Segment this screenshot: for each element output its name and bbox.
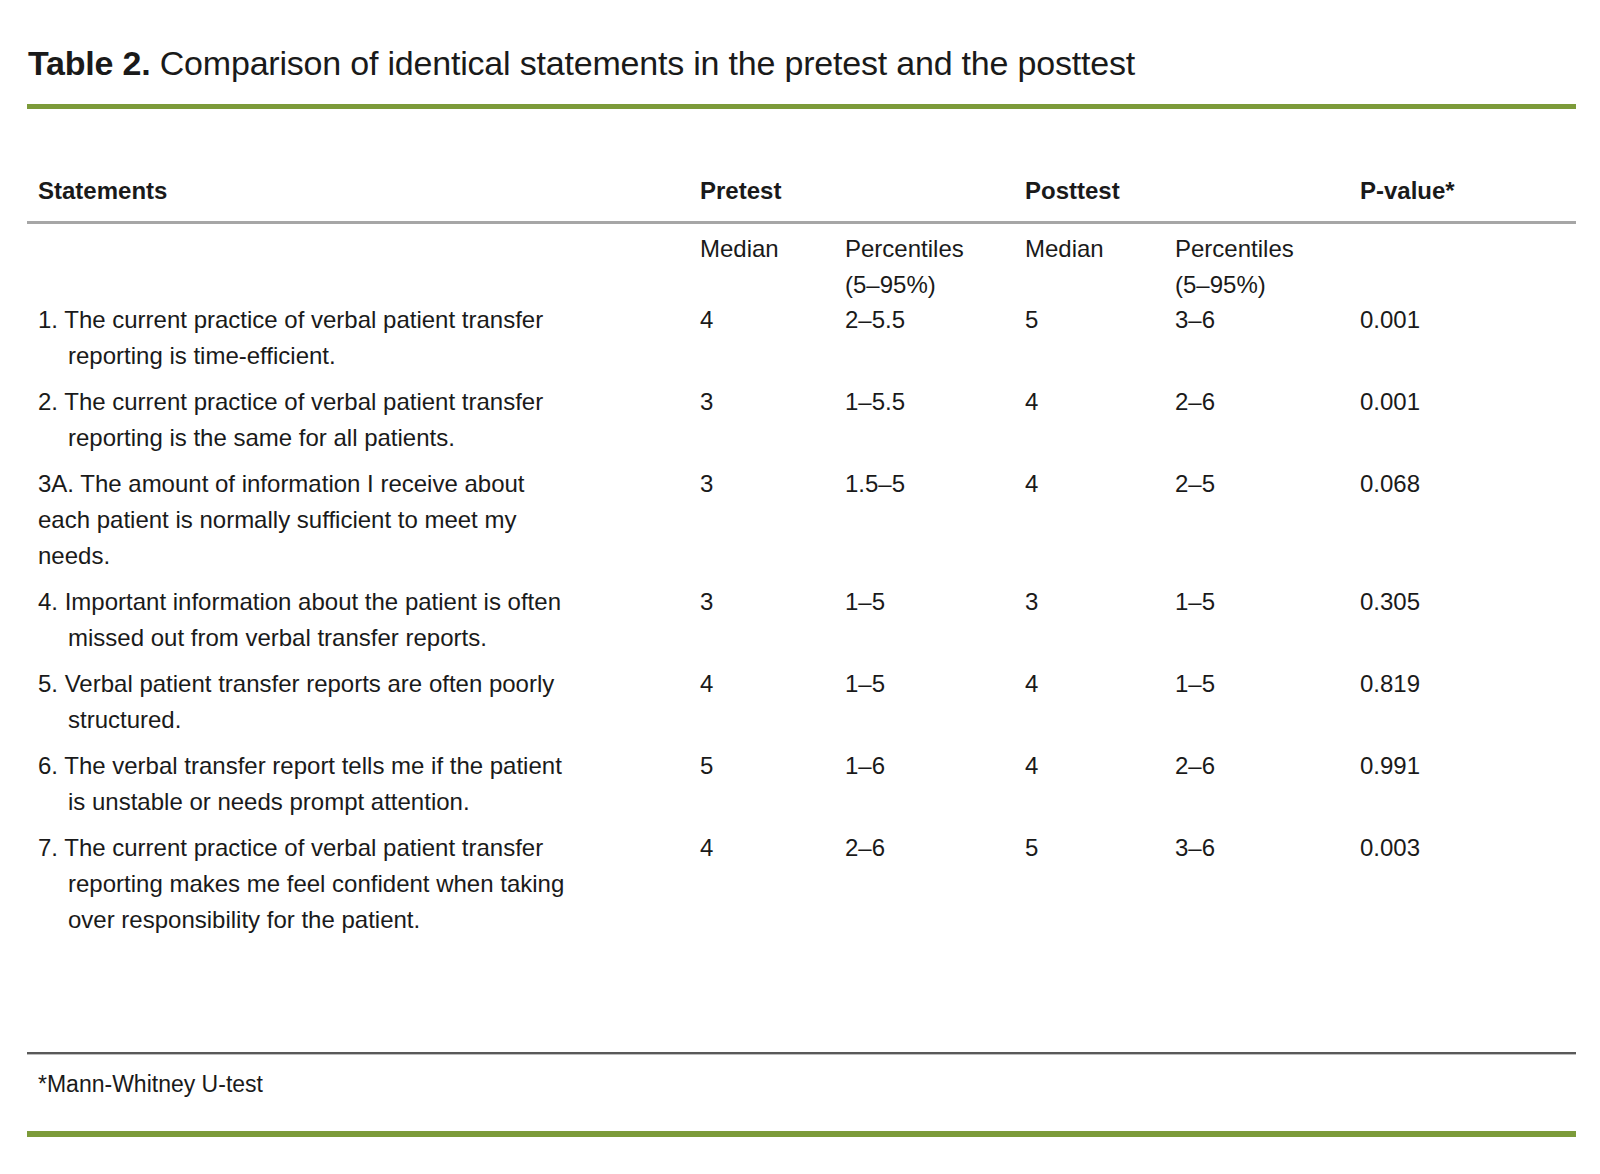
p-value-cell: 0.819 [1360,666,1576,738]
pretest-percentiles-cell: 1–5 [845,666,1025,738]
table-body: 1. The current practice of verbal patien… [38,302,1576,938]
posttest-percentiles-cell: 3–6 [1175,302,1360,374]
p-value-cell: 0.305 [1360,584,1576,656]
p-value-cell: 0.001 [1360,384,1576,456]
pretest-percentiles-cell: 2–5.5 [845,302,1025,374]
subheader-posttest-percentiles: Percentiles (5–95%) [1175,231,1360,303]
statement-cell: 4. Important information about the patie… [38,584,700,656]
statement-cell: 6. The verbal transfer report tells me i… [38,748,700,820]
pretest-median-cell: 4 [700,666,845,738]
statement-cell: 2. The current practice of verbal patien… [38,384,700,456]
bottom-green-rule [27,1131,1576,1137]
col-header-statements: Statements [38,173,700,209]
table-title: Table 2. Comparison of identical stateme… [28,42,1135,84]
posttest-median-cell: 5 [1025,830,1175,938]
statement-cell: 5. Verbal patient transfer reports are o… [38,666,700,738]
statement-cell: 7. The current practice of verbal patien… [38,830,700,938]
table-figure: Table 2. Comparison of identical stateme… [0,0,1600,1174]
col-header-pretest: Pretest [700,173,845,209]
column-header-row: Statements Pretest Posttest P-value* [38,173,1576,209]
pretest-percentiles-cell: 1–6 [845,748,1025,820]
pretest-percentiles-cell: 2–6 [845,830,1025,938]
posttest-median-cell: 5 [1025,302,1175,374]
pretest-median-cell: 5 [700,748,845,820]
pretest-percentiles-cell: 1–5.5 [845,384,1025,456]
posttest-percentiles-cell: 2–6 [1175,384,1360,456]
p-value-cell: 0.003 [1360,830,1576,938]
p-value-cell: 0.068 [1360,466,1576,574]
table-number-label: Table 2. [28,44,150,82]
statement-cell: 1. The current practice of verbal patien… [38,302,700,374]
col-header-posttest: Posttest [1025,173,1175,209]
posttest-median-cell: 4 [1025,666,1175,738]
posttest-percentiles-cell: 3–6 [1175,830,1360,938]
posttest-median-cell: 4 [1025,748,1175,820]
statement-cell: 3A. The amount of information I receive … [38,466,700,574]
subheader-row: Median Percentiles (5–95%) Median Percen… [38,231,1576,303]
pretest-percentiles-cell: 1.5–5 [845,466,1025,574]
table-caption: Comparison of identical statements in th… [160,44,1135,82]
posttest-median-cell: 4 [1025,384,1175,456]
p-value-cell: 0.001 [1360,302,1576,374]
posttest-median-cell: 3 [1025,584,1175,656]
subheader-posttest-median: Median [1025,231,1175,303]
footnote: *Mann-Whitney U-test [38,1068,263,1100]
posttest-percentiles-cell: 2–5 [1175,466,1360,574]
posttest-median-cell: 4 [1025,466,1175,574]
col-header-pvalue: P-value* [1360,173,1576,209]
p-value-cell: 0.991 [1360,748,1576,820]
pretest-median-cell: 3 [700,384,845,456]
pretest-median-cell: 4 [700,830,845,938]
top-green-rule [27,104,1576,109]
posttest-percentiles-cell: 1–5 [1175,666,1360,738]
pretest-percentiles-cell: 1–5 [845,584,1025,656]
pretest-median-cell: 3 [700,466,845,574]
posttest-percentiles-cell: 1–5 [1175,584,1360,656]
pretest-median-cell: 3 [700,584,845,656]
posttest-percentiles-cell: 2–6 [1175,748,1360,820]
pretest-median-cell: 4 [700,302,845,374]
header-divider-rule [27,221,1576,224]
subheader-pretest-median: Median [700,231,845,303]
footer-divider-rule [27,1052,1576,1054]
subheader-pretest-percentiles: Percentiles (5–95%) [845,231,1025,303]
